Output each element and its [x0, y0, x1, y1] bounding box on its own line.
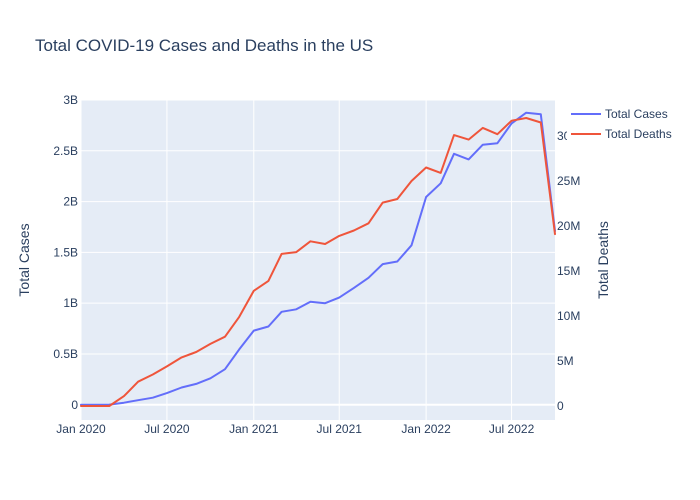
x-tick-label: Jan 2020 [56, 422, 106, 436]
x-tick-label: Jul 2022 [489, 422, 535, 436]
y-tick-label: 3B [63, 93, 78, 107]
x-tick-label: Jan 2022 [401, 422, 451, 436]
legend-label: Total Cases [605, 107, 668, 121]
y2-axis-title: Total Deaths [595, 221, 611, 299]
y2-tick-label: 20M [557, 219, 580, 233]
x-tick-label: Jul 2020 [144, 422, 190, 436]
plot-background [81, 100, 555, 420]
series-line-total-deaths [80, 117, 556, 407]
series-lines [80, 111, 556, 407]
y-tick-label: 1B [63, 296, 78, 310]
legend[interactable]: Total Cases Total Deaths [567, 102, 687, 144]
y-tick-label: 2B [63, 195, 78, 209]
legend-item-total-deaths[interactable]: Total Deaths [571, 127, 672, 141]
y2-tick-label: 0 [557, 399, 564, 413]
y2-tick-label: 15M [557, 264, 580, 278]
y-tick-label: 0.5B [53, 347, 78, 361]
y-tick-label: 2.5B [53, 144, 78, 158]
y2-tick-label: 5M [557, 354, 574, 368]
legend-label: Total Deaths [605, 127, 672, 141]
y2-tick-label: 25M [557, 174, 580, 188]
y-axis-title: Total Cases [16, 223, 32, 296]
legend-item-total-cases[interactable]: Total Cases [571, 107, 668, 121]
x-tick-label: Jul 2021 [317, 422, 363, 436]
legend-background [567, 102, 687, 144]
y-tick-label: 1.5B [53, 245, 78, 259]
x-tick-label: Jan 2021 [229, 422, 279, 436]
y-tick-label: 0 [71, 398, 78, 412]
chart-title: Total COVID-19 Cases and Deaths in the U… [35, 36, 373, 55]
y2-tick-label: 10M [557, 309, 580, 323]
series-line-total-cases [80, 111, 556, 406]
gridlines [80, 99, 555, 420]
